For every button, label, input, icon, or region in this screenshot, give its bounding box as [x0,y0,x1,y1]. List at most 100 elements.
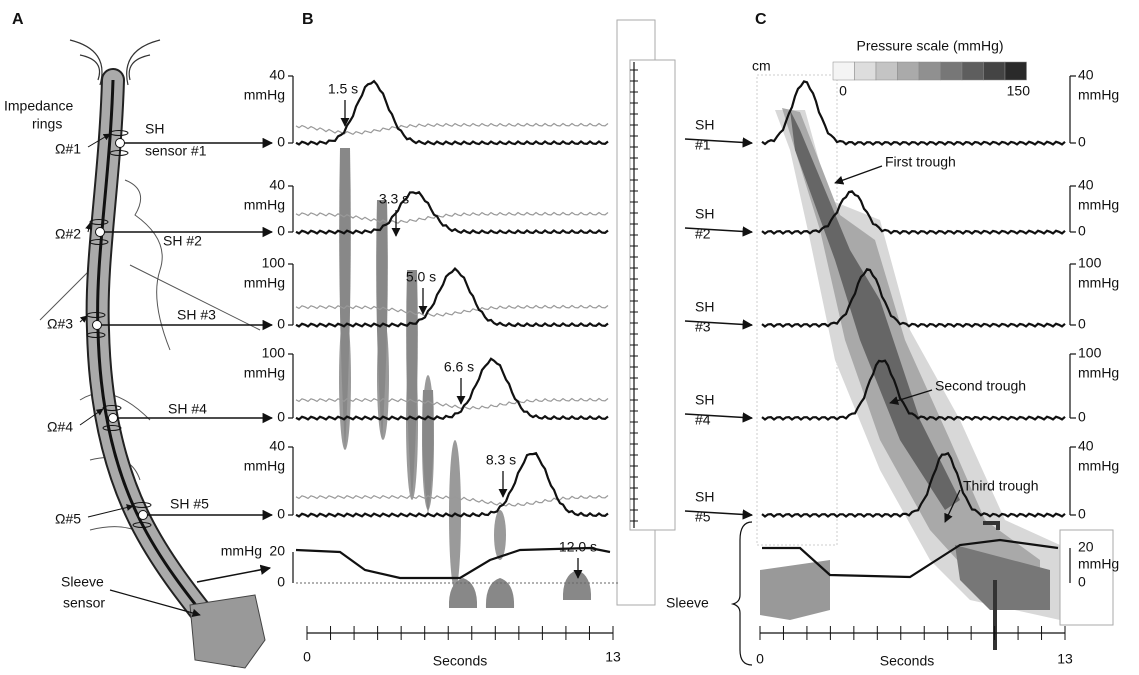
pressure-trace [295,451,609,518]
onset-label: 6.6 s [444,359,474,375]
bolus-streak [406,270,418,500]
connector-arrow [684,412,754,423]
impedance-ring [86,332,106,338]
scale-cell [875,61,898,81]
pressure-trace [761,268,1066,328]
pressure-map-high [790,110,960,510]
y-tick-label: 0 [1078,134,1086,150]
y-tick-label: 100 [1078,255,1102,271]
scale-cell [918,61,941,81]
scale-label: 0 [839,83,847,99]
impedance-ring [109,130,129,136]
y-tick-label: 20 [269,543,285,559]
sh-sensor [108,413,118,423]
sleeve-label: sensor [63,595,105,611]
sh-sensor [138,510,148,520]
connector-label: SH [695,299,714,315]
y-tick-label: 40 [1078,177,1094,193]
pressure-trace [761,451,1066,518]
y-tick-label: 100 [1078,345,1102,361]
bolus-blob [562,570,592,600]
y-unit: mmHg [1078,87,1119,103]
y-tick-label: 40 [269,67,285,83]
impedance-trace [295,397,609,410]
trough-label: First trough [885,154,956,170]
bolus-streak [376,200,388,440]
impedance-ring [109,150,129,156]
connector-arrow [684,319,754,330]
ring-pointer [79,315,88,323]
ring-label: Ω#3 [47,316,73,332]
x-axis-label: Seconds [433,653,487,669]
sleeve-trace [295,546,611,580]
y-unit: mmHg [244,458,285,474]
trough-arrow [834,165,883,185]
y-unit: mmHg [244,197,285,213]
sh-label: SH #5 [170,496,209,512]
pressure-trace [761,359,1066,421]
pressure-trace [295,357,609,421]
y-tick-label: 0 [1078,409,1086,425]
y-unit: mmHg [244,365,285,381]
y-unit: mmHg [1078,275,1119,291]
ring-pointer [87,504,134,518]
map-frame [756,74,838,546]
y-tick-label: 20 [1078,539,1094,555]
sleeve-arrow [196,564,272,583]
onset-label: 1.5 s [328,81,358,97]
scale-cell [940,61,963,81]
impedance-trace [295,122,609,136]
x-tick-label: 13 [1057,651,1073,667]
scale-cell [897,61,920,81]
connector-arrow [684,509,754,520]
x-tick-label: 0 [756,651,764,667]
y-tick-label: 40 [269,177,285,193]
y-tick-label: 100 [262,345,286,361]
pressure-map-sleeve [760,560,830,620]
sleeve-axis-frame [1059,529,1114,626]
x-tick-label: 13 [605,649,621,665]
y-tick-label: 40 [1078,67,1094,83]
y-tick-label: 0 [277,134,285,150]
y-unit: mmHg [1078,197,1119,213]
sleeve-brace [730,521,753,666]
y-tick-label: 0 [1078,574,1086,590]
connector-label: SH [695,489,714,505]
y-tick-label: 40 [1078,438,1094,454]
panel-label: A [12,11,24,28]
connector-label: SH [695,206,714,222]
pressure-trace [295,190,609,235]
ring-label: Ω#1 [55,141,81,157]
y-unit: mmHg [1078,365,1119,381]
impedance-ring [86,312,106,318]
scale-title: Pressure scale (mmHg) [856,38,1003,54]
trough-label: Second trough [935,378,1026,394]
sleeve-pointer [109,589,201,618]
connector-label: SH [695,392,714,408]
bolus-streak [422,390,434,515]
sh-label: SH #3 [177,307,216,323]
panel-label: B [302,11,314,28]
panel-label: C [755,11,767,28]
sh-label: SH #4 [168,401,207,417]
bolus-blob [448,578,478,608]
pressure-trace [295,267,609,328]
y-tick-label: 0 [277,223,285,239]
y-axis-label: cm [752,58,771,74]
bolus-blob [485,578,515,608]
x-tick-label: 0 [303,649,311,665]
y-tick-label: 0 [277,506,285,522]
skull-outline [69,39,161,86]
sh-sensor [115,138,125,148]
bolus-streak [339,148,351,450]
ring-label: Ω#2 [55,226,81,242]
y-tick-label: 0 [1078,506,1086,522]
sh-sensor [95,227,105,237]
ring-pointer [85,222,93,233]
y-tick-label: 0 [1078,223,1086,239]
y-unit: mmHg [244,87,285,103]
sleeve-label: Sleeve [666,595,709,611]
connector-label: SH [695,117,714,133]
impedance-ring [102,425,122,431]
